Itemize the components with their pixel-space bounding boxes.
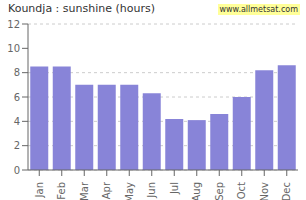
- svg-text:6: 6: [14, 92, 20, 103]
- svg-text:Feb: Feb: [56, 182, 67, 200]
- html-text:Koundja : sunshine (hours): Koundja : sunshine (hours): [8, 2, 155, 15]
- svg-text:10: 10: [8, 43, 20, 54]
- svg-text:Sep: Sep: [214, 182, 225, 200]
- svg-text:12: 12: [8, 19, 20, 30]
- svg-text:Apr: Apr: [101, 181, 112, 199]
- svg-text:Aug: Aug: [191, 182, 202, 200]
- svg-text:Mar: Mar: [79, 181, 90, 200]
- svg-text:Oct: Oct: [236, 182, 247, 199]
- html-text:www.allmetsat.com: www.allmetsat.com: [219, 4, 298, 14]
- svg-text:Jun: Jun: [146, 182, 157, 199]
- svg-text:Dec: Dec: [281, 182, 292, 200]
- svg-text:4: 4: [14, 116, 20, 127]
- svg-text:May: May: [124, 182, 135, 200]
- svg-text:8: 8: [14, 67, 20, 78]
- svg-text:Nov: Nov: [259, 182, 270, 200]
- svg-text:Jul: Jul: [169, 182, 180, 195]
- svg-text:Jan: Jan: [34, 182, 45, 198]
- svg-text:2: 2: [14, 140, 20, 151]
- svg-text:0: 0: [14, 165, 20, 176]
